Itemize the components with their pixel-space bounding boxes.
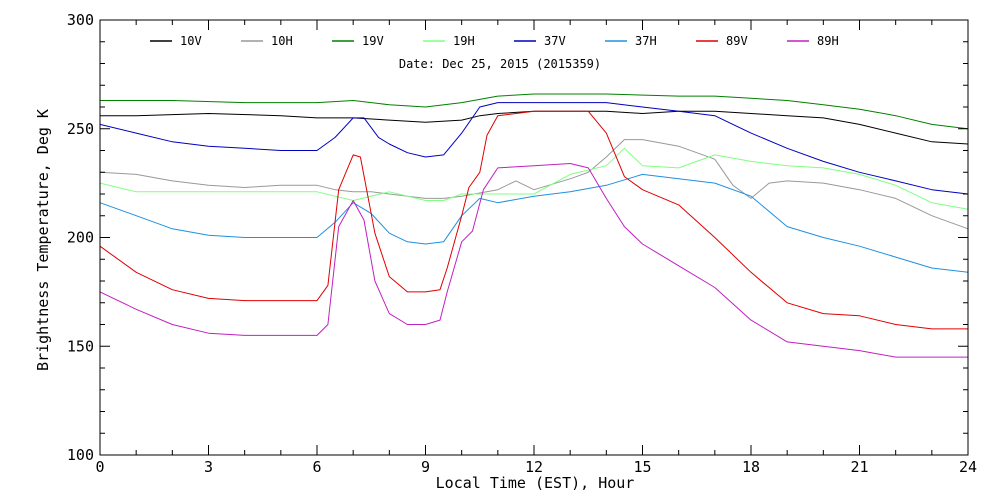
legend-label-37h: 37H <box>635 34 657 48</box>
x-tick-label: 12 <box>525 458 543 476</box>
x-tick-label: 18 <box>742 458 760 476</box>
x-tick-label: 21 <box>850 458 868 476</box>
series-line-10v <box>100 110 969 145</box>
date-annotation: Date: Dec 25, 2015 (2015359) <box>399 57 601 71</box>
legend-label-89v: 89V <box>726 34 748 48</box>
y-tick-label: 250 <box>67 120 94 138</box>
plot-frame <box>99 19 969 456</box>
series-line-19v <box>100 93 969 130</box>
series-line-10h <box>99 139 969 230</box>
y-tick-label: 150 <box>67 337 94 355</box>
x-tick-label: 9 <box>421 458 430 476</box>
x-tick-label: 24 <box>959 458 977 476</box>
x-axis-title: Local Time (EST), Hour <box>436 474 635 492</box>
x-tick-label: 0 <box>95 458 104 476</box>
y-tick-label: 100 <box>67 446 94 464</box>
series-line-19h <box>99 147 969 210</box>
legend-label-10h: 10H <box>271 34 293 48</box>
series-line-89v <box>99 110 968 330</box>
y-tick-label: 200 <box>67 229 94 247</box>
y-axis-title: Brightness Temperature, Deg K <box>34 109 52 371</box>
x-tick-label: 3 <box>204 458 213 476</box>
plot-layer <box>99 93 969 358</box>
x-tick-label: 15 <box>633 458 651 476</box>
legend-label-19v: 19V <box>362 34 384 48</box>
x-tick-label: 6 <box>312 458 321 476</box>
legend-label-89h: 89H <box>817 34 839 48</box>
legend: 10V 10H 19V 19H 37V 37H 89V 89H <box>150 34 839 48</box>
legend-label-10v: 10V <box>180 34 202 48</box>
legend-label-37v: 37V <box>544 34 566 48</box>
axes-layer: 0 3 6 9 12 15 18 21 24 100 150 200 250 300 <box>67 11 977 476</box>
series-line-37v <box>99 102 969 195</box>
y-tick-label: 300 <box>67 11 94 29</box>
series-line-37h <box>99 173 969 273</box>
series-line-89h <box>99 163 968 358</box>
legend-label-19h: 19H <box>453 34 475 48</box>
